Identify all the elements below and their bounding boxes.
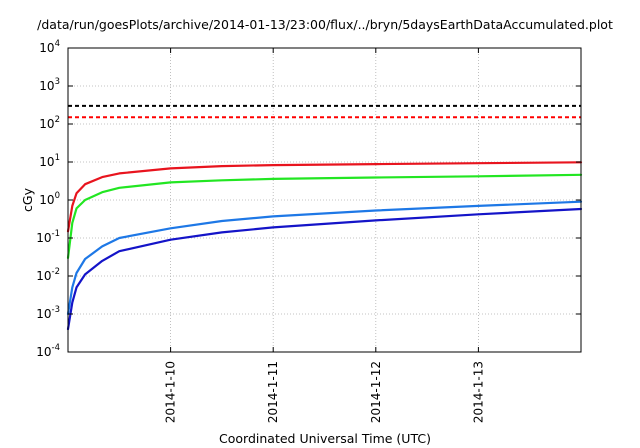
plot-frame [67, 47, 582, 353]
series-group [66, 161, 583, 331]
chart-title: /data/run/goesPlots/archive/2014-01-13/2… [37, 17, 613, 32]
series-line [66, 207, 583, 331]
y-tick-label: 102 [39, 115, 60, 131]
y-axis-label: cGy [20, 187, 35, 212]
x-tick-label: 2014-1-10 [164, 361, 178, 423]
y-tick-label: 10-1 [36, 229, 60, 245]
y-tick-label: 10-2 [36, 267, 60, 283]
y-tick-label: 100 [39, 191, 60, 207]
x-axis: 2014-1-10 2014-1-11 2014-1-12 2014-1-13 [164, 48, 485, 423]
y-tick-label: 104 [39, 39, 60, 55]
grid [68, 48, 581, 352]
series-line [66, 161, 583, 233]
y-tick-label: 101 [39, 153, 60, 169]
y-tick-label: 10-3 [36, 305, 60, 321]
series-line [66, 173, 583, 259]
y-axis: 10-4 10-3 10-2 10-1 100 101 102 103 104 [36, 39, 581, 359]
y-tick-label: 10-4 [36, 343, 60, 359]
x-tick-label: 2014-1-13 [471, 361, 485, 423]
reference-lines [68, 104, 581, 119]
x-tick-label: 2014-1-11 [266, 361, 280, 423]
x-tick-label: 2014-1-12 [369, 361, 383, 423]
y-tick-label: 103 [39, 77, 60, 93]
series-line [66, 200, 583, 316]
x-axis-label: Coordinated Universal Time (UTC) [219, 431, 431, 446]
